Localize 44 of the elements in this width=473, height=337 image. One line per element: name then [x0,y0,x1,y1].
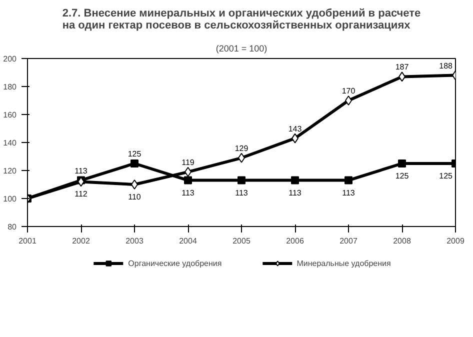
y-tick-label: 140 [3,138,18,148]
legend-label: Минеральные удобрения [296,258,391,268]
y-tick-label: 180 [3,82,18,92]
data-label: 129 [234,144,249,153]
point [398,160,406,168]
data-label: 125 [395,172,410,180]
data-label: 113 [182,188,195,198]
data-label: 125 [439,172,454,180]
y-tick-label: 120 [3,166,18,176]
x-tick-label: 2005 [232,236,251,246]
x-tick-label: 2001 [18,236,37,246]
x-tick-label: 2009 [446,236,465,246]
data-label: 143 [288,124,302,134]
data-label: 119 [182,158,195,167]
data-label: 187 [395,62,410,72]
y-tick-label: 200 [3,54,18,64]
data-label: 110 [128,192,142,202]
data-label: 125 [128,150,142,158]
y-tick-label: 80 [8,222,18,232]
x-tick-label: 2006 [286,236,304,246]
point [345,96,352,106]
point [131,180,138,190]
point [238,176,246,184]
point [184,176,192,184]
y-tick-label: 100 [3,194,18,204]
point [291,176,299,184]
x-tick-label: 2002 [72,236,90,246]
data-label: 113 [235,188,248,198]
y-tick-label: 160 [3,110,18,120]
x-tick-label: 2007 [340,236,358,246]
chart-title: 2.7. Внесение минеральных и органических удобрений в расчете на один гектар посевов в сельскохозяйственных организациях [62,8,421,32]
data-label: 113 [74,166,88,176]
data-label: 188 [439,61,454,70]
data-label: 112 [74,190,88,199]
x-tick-label: 2004 [179,236,198,246]
x-tick-label: 2003 [126,236,144,246]
x-tick-label: 2008 [393,236,412,246]
legend-label: Органические удобрения [128,258,222,268]
data-label: 170 [342,86,356,96]
data-label: 113 [288,188,302,198]
data-label: 113 [342,188,356,198]
chart-subtitle: (2001 = 100) [216,44,268,54]
point [130,160,138,168]
point [344,176,352,184]
